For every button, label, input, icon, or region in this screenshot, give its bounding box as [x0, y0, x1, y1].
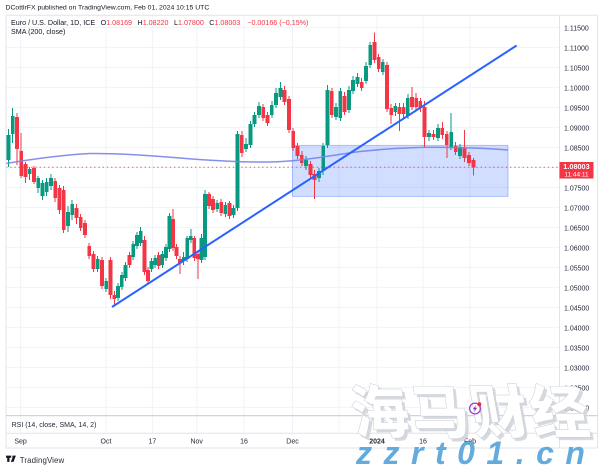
svg-text:1.07000: 1.07000: [564, 205, 589, 212]
svg-text:Nov: Nov: [190, 439, 203, 446]
svg-text:2024: 2024: [369, 439, 385, 446]
svg-text:1.06000: 1.06000: [564, 245, 589, 252]
svg-text:1.03000: 1.03000: [564, 365, 589, 372]
svg-text:17: 17: [149, 439, 157, 446]
svg-text:1.08003: 1.08003: [563, 162, 589, 171]
svg-text:1.05000: 1.05000: [564, 285, 589, 292]
svg-text:1.11500: 1.11500: [564, 25, 589, 32]
svg-text:16: 16: [419, 439, 427, 446]
svg-text:1.04000: 1.04000: [564, 325, 589, 332]
svg-text:RSI (14, close, SMA, 14, 2): RSI (14, close, SMA, 14, 2): [12, 422, 97, 429]
svg-text:Feb: Feb: [464, 439, 476, 446]
svg-text:zzrt01.cn: zzrt01.cn: [355, 435, 596, 470]
svg-text:1.09000: 1.09000: [564, 125, 589, 132]
svg-text:1.11000: 1.11000: [564, 45, 589, 52]
svg-text:11:44:11: 11:44:11: [564, 171, 589, 178]
svg-text:1.07500: 1.07500: [564, 185, 589, 192]
svg-text:Oct: Oct: [101, 439, 112, 446]
svg-text:1.09500: 1.09500: [564, 105, 589, 112]
svg-text:Dec: Dec: [286, 439, 299, 446]
svg-text:1.08500: 1.08500: [564, 145, 589, 152]
svg-text:TradingView: TradingView: [20, 456, 65, 465]
svg-text:Sep: Sep: [14, 439, 27, 446]
svg-text:1.03500: 1.03500: [564, 345, 589, 352]
svg-text:1.05500: 1.05500: [564, 265, 589, 272]
svg-text:1.04500: 1.04500: [564, 305, 589, 312]
svg-text:DCottlrFX published on Trading: DCottlrFX published on TradingView.com, …: [6, 5, 210, 12]
svg-text:SMA (200, close): SMA (200, close): [11, 28, 65, 36]
svg-text:1.06500: 1.06500: [564, 225, 589, 232]
svg-text:1.10500: 1.10500: [564, 65, 589, 72]
svg-text:1.10000: 1.10000: [564, 85, 589, 92]
svg-text:16: 16: [240, 439, 248, 446]
